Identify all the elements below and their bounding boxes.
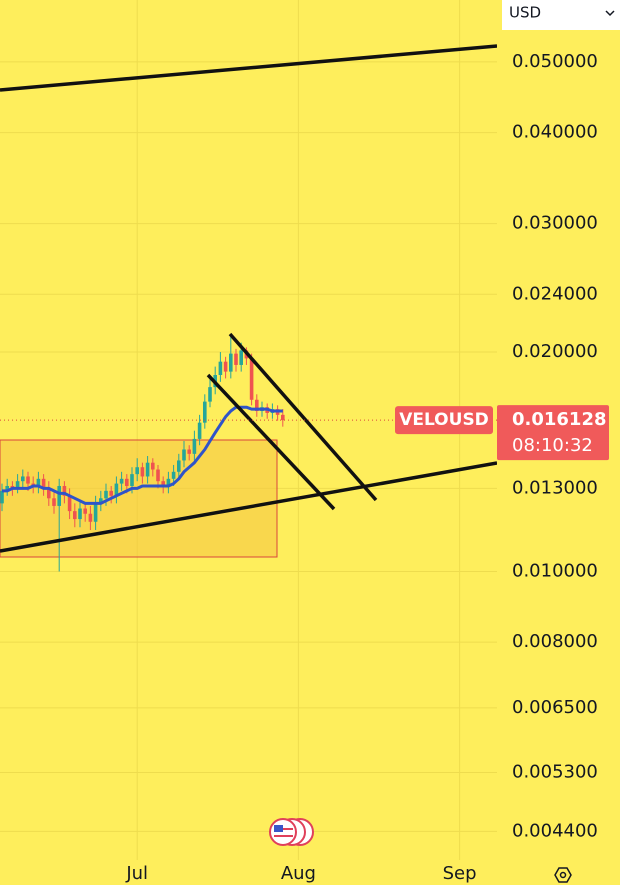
candle-body	[255, 399, 259, 412]
candle-body	[218, 361, 223, 375]
y-tick-label: 0.005300	[512, 761, 598, 782]
candle-body	[223, 361, 228, 372]
candle-body	[57, 485, 61, 506]
candle-body	[119, 478, 124, 484]
candle-body	[73, 511, 77, 520]
candle-body	[109, 490, 113, 496]
candle-body	[99, 498, 103, 504]
candle-body	[166, 478, 171, 486]
candle-body	[5, 485, 9, 491]
candle-body	[0, 490, 4, 504]
candle-body	[177, 460, 181, 472]
candle-body	[135, 467, 139, 475]
candle-body	[114, 483, 119, 496]
currency-dropdown[interactable]	[502, 0, 620, 30]
candle-body	[187, 449, 191, 454]
candle-body	[239, 350, 243, 365]
candle-body	[104, 490, 108, 499]
candle-body	[208, 387, 212, 402]
trend-line	[0, 44, 497, 92]
candle-body	[156, 469, 160, 482]
candle-body	[52, 498, 56, 506]
y-tick-label: 0.024000	[512, 283, 598, 304]
candle-body	[234, 353, 238, 365]
candle-body	[203, 401, 207, 423]
trend-line	[206, 373, 336, 511]
candle-body	[192, 438, 197, 454]
candle-body	[36, 478, 41, 486]
y-tick-label: 0.030000	[512, 213, 598, 234]
candle-body	[182, 449, 186, 461]
trend-lines	[0, 44, 497, 553]
candle-body	[140, 467, 145, 477]
candle-body	[67, 495, 72, 512]
settings-icon[interactable]	[554, 867, 572, 883]
candle-body	[171, 471, 176, 479]
y-tick-label: 0.050000	[512, 51, 598, 72]
trend-line	[228, 332, 378, 502]
symbol-label: VELOUSD	[399, 410, 489, 430]
candle-body	[41, 478, 46, 489]
candle-body	[47, 488, 51, 499]
trend-line	[0, 461, 497, 553]
range-box	[0, 439, 278, 558]
flag-icon[interactable]	[269, 818, 314, 846]
candle-body	[197, 422, 202, 439]
y-tick-label: 0.020000	[512, 341, 598, 362]
plot-area	[0, 336, 285, 572]
y-tick-label: 0.006500	[512, 697, 598, 718]
candle-body	[26, 476, 30, 484]
candle-body	[125, 478, 129, 486]
last-price-label: 0.016128	[512, 409, 607, 430]
candle-body	[281, 414, 285, 421]
candle-body	[83, 508, 87, 514]
y-tick-label: 0.008000	[512, 631, 598, 652]
candle-body	[62, 485, 67, 496]
x-tick-label: Sep	[443, 863, 477, 884]
candle-body	[151, 462, 155, 470]
candle-body	[145, 462, 150, 477]
y-tick-label: 0.010000	[512, 560, 598, 581]
x-tick-label: Aug	[281, 863, 316, 884]
x-tick-label: Jul	[125, 863, 148, 884]
candle-body	[15, 481, 20, 489]
y-tick-label: 0.013000	[512, 477, 598, 498]
price-badge	[497, 405, 609, 461]
candle-body	[130, 474, 134, 486]
candle-body	[93, 503, 98, 522]
candle-body	[161, 481, 165, 486]
symbol-badge	[395, 406, 493, 435]
candle-body	[21, 476, 25, 482]
candle-body	[249, 358, 254, 400]
dropdown-arrow	[605, 10, 615, 17]
candle-body	[78, 508, 82, 520]
countdown-label: 08:10:32	[512, 435, 593, 456]
currency-label: USD	[509, 4, 541, 22]
candle-body	[88, 513, 93, 522]
candle-body	[229, 353, 233, 372]
y-tick-label: 0.040000	[512, 122, 598, 143]
y-tick-label: 0.004400	[512, 820, 598, 841]
